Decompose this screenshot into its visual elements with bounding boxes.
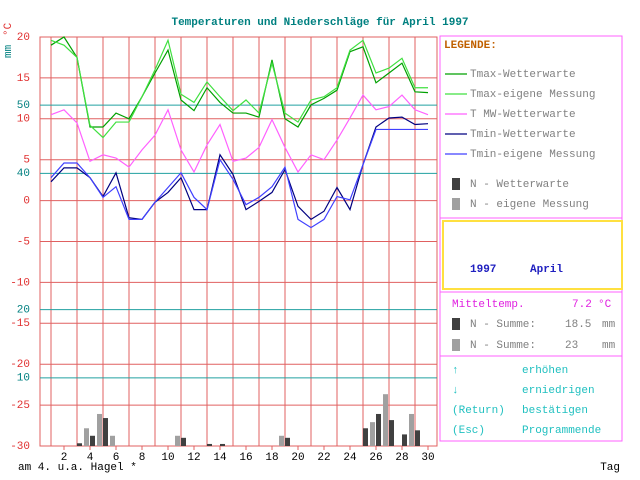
bar bbox=[175, 435, 180, 446]
y-tick-label: 10 bbox=[17, 114, 30, 126]
bar bbox=[220, 443, 225, 446]
y-tick-label: -10 bbox=[10, 277, 30, 289]
y2-tick-label: 40 bbox=[17, 168, 30, 180]
legend-label: Tmax-eigene Messung bbox=[470, 89, 595, 101]
x-tick-label: 12 bbox=[187, 452, 200, 464]
sum-label: N - Summe: bbox=[470, 319, 536, 331]
y-tick-label: 5 bbox=[23, 155, 30, 167]
menu-label: Programmende bbox=[522, 425, 601, 437]
bar bbox=[84, 428, 89, 446]
legend-swatch bbox=[452, 178, 460, 190]
legend-label: N - eigene Messung bbox=[470, 199, 589, 211]
bar bbox=[409, 413, 414, 446]
mean-label: Mitteltemp. bbox=[452, 299, 525, 311]
x-tick-label: 14 bbox=[213, 452, 227, 464]
y2-unit: mm bbox=[3, 44, 15, 58]
y-tick-label: -5 bbox=[17, 236, 30, 248]
menu-key: ↑ bbox=[452, 365, 459, 377]
y2-tick-label: 20 bbox=[17, 305, 30, 317]
line bbox=[50, 128, 428, 229]
bar bbox=[389, 420, 394, 446]
legend-title: LEGENDE: bbox=[444, 40, 497, 52]
bar bbox=[110, 435, 115, 446]
x-tick-label: 10 bbox=[161, 452, 174, 464]
bar bbox=[103, 418, 108, 446]
y-tick-label: -15 bbox=[10, 318, 30, 330]
year: 1997 bbox=[470, 264, 496, 276]
bar bbox=[77, 443, 82, 446]
bar bbox=[363, 428, 368, 446]
bar bbox=[376, 413, 381, 446]
x-tick-label: 26 bbox=[369, 452, 382, 464]
bar bbox=[207, 443, 212, 446]
line bbox=[50, 38, 428, 139]
bar bbox=[181, 437, 186, 446]
mean-value: 7.2 bbox=[572, 299, 592, 311]
sum-unit: mm bbox=[602, 340, 616, 352]
y-tick-label: 15 bbox=[17, 73, 30, 85]
mean-unit: °C bbox=[598, 299, 612, 311]
menu-key: (Esc) bbox=[452, 425, 485, 437]
y-tick-label: -30 bbox=[10, 441, 30, 453]
menu-label: bestätigen bbox=[522, 405, 588, 417]
x-tick-label: 30 bbox=[421, 452, 434, 464]
y-tick-label: -20 bbox=[10, 359, 30, 371]
bar bbox=[279, 435, 284, 446]
y-tick-label: -25 bbox=[10, 400, 30, 412]
legend-swatch bbox=[452, 198, 460, 210]
sum-swatch bbox=[452, 339, 460, 351]
x-tick-label: 28 bbox=[395, 452, 408, 464]
x-tick-label: 18 bbox=[265, 452, 278, 464]
y-unit: °C bbox=[3, 22, 15, 36]
line bbox=[50, 94, 429, 174]
legend-label: Tmin-Wetterwarte bbox=[470, 129, 576, 141]
x-tick-label: 22 bbox=[317, 452, 330, 464]
bar bbox=[97, 413, 102, 446]
sum-value: 23 bbox=[565, 340, 578, 352]
y-tick-label: 0 bbox=[23, 196, 30, 208]
bar bbox=[415, 430, 420, 446]
x-tick-label: 6 bbox=[113, 452, 120, 464]
chart-title: Temperaturen und Niederschläge für April… bbox=[171, 17, 468, 29]
x-tick-label: 20 bbox=[291, 452, 304, 464]
bar bbox=[402, 434, 407, 446]
sum-label: N - Summe: bbox=[470, 340, 536, 352]
y-tick-label: 20 bbox=[17, 32, 30, 44]
menu-label: erhöhen bbox=[522, 365, 568, 377]
x-tick-label: 16 bbox=[239, 452, 252, 464]
y2-tick-label: 50 bbox=[17, 100, 30, 112]
note: am 4. u.a. Hagel * bbox=[18, 462, 137, 474]
menu-key: (Return) bbox=[452, 405, 505, 417]
sum-value: 18.5 bbox=[565, 319, 591, 331]
legend-label: Tmax-Wetterwarte bbox=[470, 69, 576, 81]
x-axis-label: Tag bbox=[600, 462, 620, 474]
bar bbox=[285, 437, 290, 446]
legend-label: T MW-Wetterwarte bbox=[470, 109, 576, 121]
line bbox=[50, 36, 429, 128]
period-box bbox=[442, 220, 623, 290]
menu-key: ↓ bbox=[452, 385, 459, 397]
legend-label: N - Wetterwarte bbox=[470, 179, 569, 191]
legend-label: Tmin-eigene Messung bbox=[470, 149, 595, 161]
x-tick-label: 4 bbox=[87, 452, 94, 464]
sum-swatch bbox=[452, 318, 460, 330]
bar bbox=[370, 422, 375, 446]
sum-unit: mm bbox=[602, 319, 616, 331]
x-tick-label: 24 bbox=[343, 452, 357, 464]
x-tick-label: 8 bbox=[139, 452, 146, 464]
x-tick-label: 2 bbox=[61, 452, 68, 464]
y2-tick-label: 10 bbox=[17, 373, 30, 385]
menu-label: erniedrigen bbox=[522, 385, 595, 397]
bar bbox=[90, 435, 95, 446]
month: April bbox=[530, 264, 563, 276]
bar bbox=[383, 394, 388, 446]
